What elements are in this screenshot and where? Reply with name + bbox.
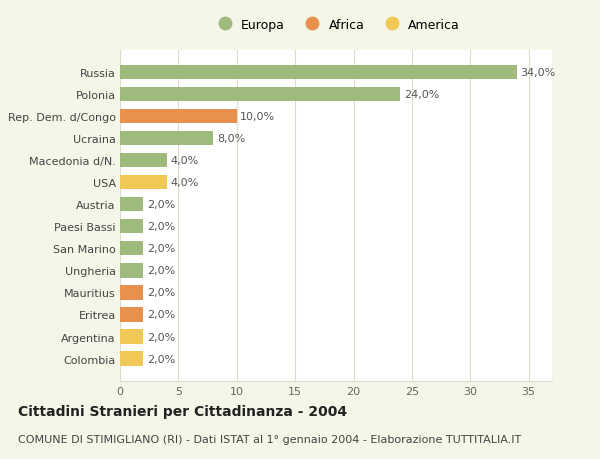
Text: 10,0%: 10,0%: [240, 112, 275, 122]
Text: Cittadini Stranieri per Cittadinanza - 2004: Cittadini Stranieri per Cittadinanza - 2…: [18, 404, 347, 418]
Bar: [120, 352, 143, 366]
Text: 2,0%: 2,0%: [147, 244, 175, 254]
Bar: [120, 175, 167, 190]
Bar: [120, 66, 517, 80]
Text: 2,0%: 2,0%: [147, 288, 175, 298]
Text: 2,0%: 2,0%: [147, 354, 175, 364]
Bar: [120, 308, 143, 322]
Bar: [120, 285, 143, 300]
Text: 2,0%: 2,0%: [147, 332, 175, 342]
Bar: [120, 132, 214, 146]
Text: 2,0%: 2,0%: [147, 266, 175, 276]
Legend: Europa, Africa, America: Europa, Africa, America: [207, 14, 465, 37]
Text: 2,0%: 2,0%: [147, 310, 175, 320]
Bar: [120, 110, 237, 124]
Text: 24,0%: 24,0%: [404, 90, 439, 100]
Text: 2,0%: 2,0%: [147, 200, 175, 210]
Text: 34,0%: 34,0%: [520, 67, 556, 78]
Bar: [120, 330, 143, 344]
Bar: [120, 154, 167, 168]
Text: 4,0%: 4,0%: [170, 178, 199, 188]
Text: 2,0%: 2,0%: [147, 222, 175, 232]
Text: COMUNE DI STIMIGLIANO (RI) - Dati ISTAT al 1° gennaio 2004 - Elaborazione TUTTIT: COMUNE DI STIMIGLIANO (RI) - Dati ISTAT …: [18, 434, 521, 444]
Bar: [120, 263, 143, 278]
Bar: [120, 88, 400, 102]
Text: 4,0%: 4,0%: [170, 156, 199, 166]
Bar: [120, 219, 143, 234]
Bar: [120, 197, 143, 212]
Text: 8,0%: 8,0%: [217, 134, 245, 144]
Bar: [120, 241, 143, 256]
